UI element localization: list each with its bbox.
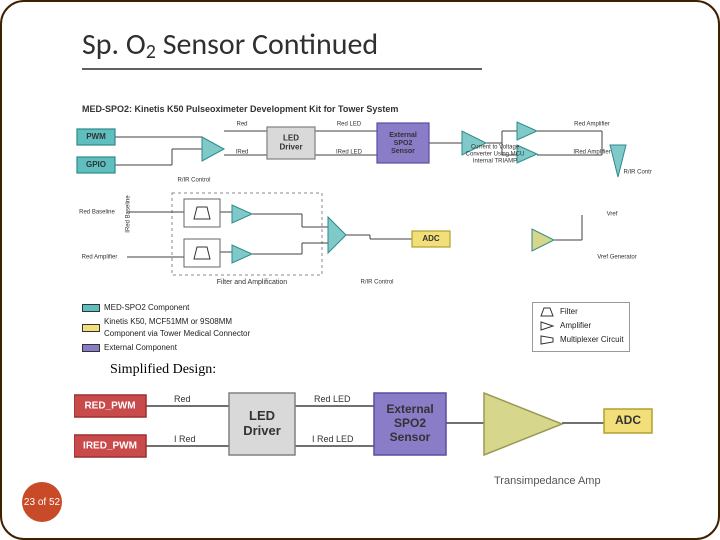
svg-text:External: External [389,132,417,139]
legend-symbol [538,307,556,317]
slide-frame: Sp. O2 Sensor Continued MED-SPO2: Kineti… [0,0,720,540]
svg-text:Red: Red [236,122,247,128]
svg-text:Red Baseline: Red Baseline [79,210,115,216]
svg-text:IRed LED: IRed LED [336,150,363,156]
svg-text:External: External [386,402,433,416]
legend-row: MED-SPO2 Component [82,302,250,314]
simplified-design-label: Simplified Design: [110,362,216,378]
legend-row: Multiplexer Circuit [538,334,624,346]
title-subscript: 2 [146,40,156,64]
svg-text:Sensor: Sensor [390,430,431,444]
legend-label: Kinetis K50, MCF51MM or 9S08MMComponent … [104,316,250,340]
page-number-badge: 23 of 52 [22,482,62,522]
legend-left: MED-SPO2 Component Kinetis K50, MCF51MM o… [82,302,250,356]
legend-row: Amplifier [538,320,624,332]
legend-label: Filter [560,306,578,318]
svg-text:R/IR Control: R/IR Control [623,170,652,176]
page-number-text: 23 of 52 [24,497,60,508]
svg-text:GPIO: GPIO [86,160,106,169]
legend-right: Filter Amplifier Multiplexer Circuit [532,302,630,352]
legend-swatch [82,344,100,352]
legend-swatch [82,304,100,312]
svg-text:ADC: ADC [615,413,641,427]
legend-row: External Component [82,342,250,354]
legend-symbol [538,335,556,345]
svg-text:RED_PWM: RED_PWM [84,401,135,412]
svg-text:Converter Using MCU: Converter Using MCU [466,152,525,158]
legend-label: MED-SPO2 Component [104,302,189,314]
svg-text:PWM: PWM [86,132,106,141]
svg-text:LED: LED [249,408,275,423]
svg-text:Driver: Driver [243,423,281,438]
svg-text:IRed: IRed [236,150,249,156]
svg-text:IRed Amplifier: IRed Amplifier [573,150,610,156]
bottom-diagram: RED_PWM IRED_PWM LEDDriver ExternalSPO2Sens… [74,387,654,497]
legend-row: Filter [538,306,624,318]
svg-text:R/IR Control: R/IR Control [360,280,393,286]
diagram-subtitle: MED-SPO2: Kinetis K50 Pulseoximeter Deve… [82,104,398,114]
legend-label: Multiplexer Circuit [560,334,624,346]
svg-text:Red: Red [174,394,191,404]
svg-text:Red LED: Red LED [314,394,351,404]
svg-text:ADC: ADC [422,234,440,243]
svg-text:Red LED: Red LED [337,122,362,128]
legend-swatch [82,324,100,332]
title-prefix: Sp. O [82,26,146,63]
svg-text:Current to Voltage: Current to Voltage [471,145,520,151]
legend-label: External Component [104,342,177,354]
svg-text:Internal TRIAMP: Internal TRIAMP [473,159,517,165]
svg-text:Red Amplifier: Red Amplifier [574,122,610,128]
svg-text:LED: LED [283,134,299,143]
title-suffix: Sensor Continued [156,26,378,63]
svg-text:SPO2: SPO2 [394,416,426,430]
slide-title: Sp. O2 Sensor Continued [82,26,378,63]
svg-text:Driver: Driver [279,143,302,152]
svg-text:I Red: I Red [174,434,196,444]
legend-label: Amplifier [560,320,591,332]
svg-text:R/IR Control: R/IR Control [177,178,210,184]
svg-text:I Red LED: I Red LED [312,434,354,444]
top-diagram: PWM GPIO LEDDriver ExternalSPO2Sensor Curren… [72,117,652,307]
legend-symbol [538,321,556,331]
svg-text:Vref: Vref [607,212,618,218]
svg-text:Sensor: Sensor [391,148,415,155]
svg-text:Transimpedance Amp: Transimpedance Amp [494,475,601,487]
svg-text:Red Amplifier: Red Amplifier [82,255,118,261]
svg-text:Vref Generator: Vref Generator [597,255,636,261]
title-underline [82,68,482,70]
svg-text:IRED_PWM: IRED_PWM [83,441,137,452]
svg-text:IRed Baseline: IRed Baseline [126,195,132,233]
legend-row: Kinetis K50, MCF51MM or 9S08MMComponent … [82,316,250,340]
svg-text:SPO2: SPO2 [394,140,413,147]
svg-text:Filter and Amplification: Filter and Amplification [217,279,288,286]
